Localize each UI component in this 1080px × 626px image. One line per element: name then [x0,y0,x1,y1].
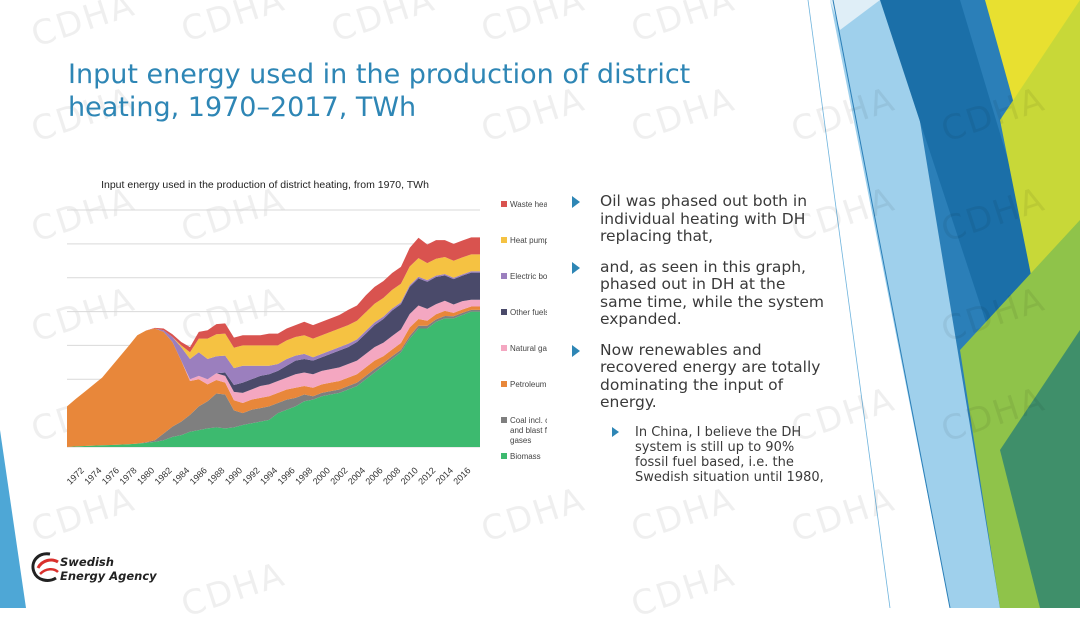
legend-swatch [501,345,507,351]
logo-line-1: Swedish [60,555,114,569]
legend-swatch [501,201,507,207]
x-tick-label: 1978 [117,465,138,486]
area-series [67,272,480,407]
area-series [67,254,480,407]
legend-label: Electric boilers [510,272,555,281]
x-tick-label: 1998 [293,465,314,486]
legend-label: Biomass [510,452,541,461]
bullet-item: Now renewables and recovered energy are … [568,340,828,412]
logo-line-2: Energy Agency [60,569,157,583]
area-series [67,311,480,447]
legend-label: Coal incl. cokeand blast furnacegases [510,416,555,445]
x-tick-label: 2002 [328,465,349,486]
x-tick-label: 1976 [100,465,121,486]
x-tick-label: 1974 [82,465,103,486]
legend-swatch [501,309,507,315]
x-tick-label: 2004 [346,465,367,486]
legend-swatch [501,381,507,387]
x-tick-label: 1990 [223,465,244,486]
x-tick-label: 1980 [135,465,156,486]
legend-swatch [501,237,507,243]
legend-label: Petroleum [510,380,547,389]
stacked-area-chart: Input energy used in the production of d… [65,179,555,487]
x-axis-ticks: 1972197419761978198019821984198619881990… [65,465,473,486]
bullet-arrow-icon [572,344,580,357]
legend-swatch [501,453,507,459]
legend-swatch [501,273,507,279]
bullet-item: and, as seen in this graph, phased out i… [568,257,828,329]
swedish-energy-agency-logo [31,552,59,582]
area-series [67,237,480,407]
x-tick-label: 1992 [240,465,261,486]
x-tick-label: 1986 [188,465,209,486]
bullet-list: Oil was phased out both in individual he… [568,192,828,498]
x-tick-label: 2006 [364,465,385,486]
legend-swatch [501,417,507,423]
legend-label: Heat pumps [510,236,553,245]
area-series [67,306,480,447]
x-tick-label: 2012 [416,465,437,486]
x-tick-label: 1996 [276,465,297,486]
x-tick-label: 2000 [311,465,332,486]
area-series-group [67,237,480,447]
x-tick-label: 2014 [434,465,455,486]
x-tick-label: 1994 [258,465,279,486]
area-series [67,299,480,407]
chart-title: Input energy used in the production of d… [101,179,429,191]
bullet-text: In China, I believe the DH system is sti… [635,424,824,485]
slide-decoration [0,0,1080,608]
bullet-arrow-icon [572,196,580,208]
legend: Waste heat Heat pumps Electric boilers Othe… [501,200,555,461]
bullet-item: Oil was phased out both in individual he… [568,192,828,246]
legend-label: Waste heat [510,200,551,209]
x-tick-label: 1982 [153,465,174,486]
x-tick-label: 1972 [65,465,86,486]
bullet-arrow-icon [612,426,619,437]
bullet-text: Oil was phased out both in individual he… [600,192,808,245]
x-tick-label: 1984 [170,465,191,486]
x-tick-label: 1988 [205,465,226,486]
x-tick-label: 2016 [451,465,472,486]
sub-bullet-item: In China, I believe the DH system is sti… [568,425,828,485]
logo-text: Swedish Energy Agency [60,555,157,583]
x-tick-label: 2010 [399,465,420,486]
slide-title: Input energy used in the production of d… [68,59,691,123]
bullet-text: and, as seen in this graph, phased out i… [600,257,824,328]
x-tick-label: 2008 [381,465,402,486]
legend-label: Natural gas [510,344,551,353]
bullet-arrow-icon [572,261,580,274]
legend-label: Other fuels [510,308,549,317]
bullet-text: Now renewables and recovered energy are … [600,340,821,411]
